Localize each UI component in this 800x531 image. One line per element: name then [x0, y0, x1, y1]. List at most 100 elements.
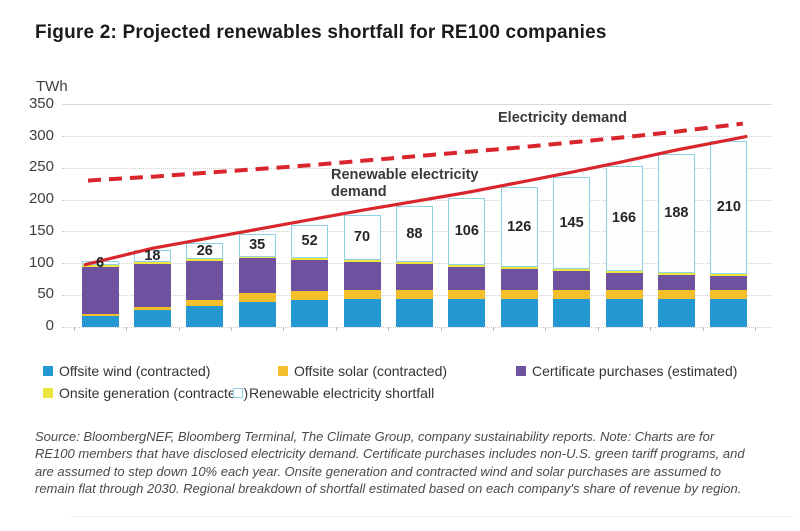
x-tick	[231, 327, 232, 331]
bar-segment-onsite-generation	[553, 269, 591, 272]
bar-segment-shortfall: 210	[710, 141, 748, 275]
bar-segment-certificates	[186, 261, 224, 300]
bar-segment-offsite-solar	[186, 299, 224, 307]
bar-segment-onsite-generation	[395, 262, 433, 265]
bar-segment-certificates	[133, 263, 171, 307]
bar-segment-offsite-wind	[133, 309, 171, 327]
bar-segment-offsite-wind	[657, 299, 695, 327]
x-tick	[755, 327, 756, 331]
bar-segment-certificates	[238, 258, 276, 294]
legend-swatch-offsite-wind-icon	[43, 366, 53, 376]
bar-segment-shortfall: 88	[395, 206, 433, 263]
grid-line	[62, 104, 772, 106]
x-tick	[440, 327, 442, 331]
bar-segment-shortfall: 26	[186, 242, 224, 260]
bar-segment-offsite-solar	[710, 290, 748, 300]
bar-segment-offsite-wind	[291, 299, 329, 327]
bar-segment-shortfall: 6	[81, 254, 119, 271]
bar-segment-offsite-solar	[657, 290, 695, 300]
legend-label-certificate-purchases: Certificate purchases (estimated)	[532, 363, 738, 379]
legend-label-onsite-generation: Onsite generation (contracted)	[59, 385, 249, 401]
bar-segment-onsite-generation	[605, 271, 643, 274]
bar-segment-offsite-wind	[500, 299, 538, 327]
bar-segment-certificates	[291, 259, 329, 291]
bar-segment-offsite-solar	[500, 290, 538, 300]
bar-value-label: 126	[507, 219, 532, 236]
bar-segment-onsite-generation	[448, 264, 486, 267]
x-tick	[73, 327, 75, 331]
x-tick	[597, 327, 599, 331]
y-tick-label: 300	[28, 126, 54, 144]
bar-segment-offsite-wind	[553, 299, 591, 327]
bar-segment-shortfall: 106	[448, 197, 486, 265]
bar-segment-offsite-wind	[395, 299, 433, 327]
bar-segment-certificates	[500, 269, 538, 291]
bar-value-label: 166	[611, 210, 637, 227]
bar-segment-certificates	[657, 274, 695, 291]
legend-item-offsite-wind: Offsite wind (contracted)	[43, 363, 210, 379]
bar-segment-offsite-solar	[553, 290, 591, 300]
bar-value-label: 145	[559, 215, 584, 232]
legend-swatch-onsite-generation-icon	[43, 388, 53, 398]
divider	[70, 516, 794, 517]
bar-segment-certificates	[710, 276, 748, 291]
y-tick-label: 250	[28, 158, 54, 176]
bar-value-label: 18	[144, 247, 161, 264]
bar-segment-onsite-generation	[500, 267, 538, 270]
x-tick	[178, 327, 180, 331]
bar-segment-offsite-solar	[238, 293, 276, 302]
bar-segment-certificates	[395, 264, 433, 291]
bar-value-label: 70	[353, 229, 371, 246]
bar-segment-offsite-wind	[186, 306, 224, 327]
bar-segment-onsite-generation	[657, 273, 695, 275]
annotation-electricity-demand: Electricity demand	[498, 110, 627, 126]
bar-segment-onsite-generation	[343, 259, 381, 262]
bar-segment-offsite-solar	[605, 290, 643, 300]
bar-segment-offsite-wind	[710, 299, 748, 327]
legend-swatch-certificate-purchases-icon	[516, 366, 526, 376]
y-tick-label: 0	[45, 317, 54, 334]
bar-segment-shortfall: 166	[605, 165, 643, 272]
bar-segment-certificates	[448, 266, 486, 291]
bar-segment-offsite-wind	[81, 315, 119, 327]
bar-segment-shortfall: 18	[133, 247, 171, 264]
bar-segment-certificates	[553, 271, 591, 291]
y-tick-label: 50	[37, 285, 54, 303]
x-tick	[702, 327, 704, 331]
bar-segment-onsite-generation	[710, 274, 748, 277]
bar-segment-onsite-generation	[238, 256, 276, 259]
bar-segment-shortfall: 35	[238, 234, 276, 257]
y-tick-label: 350	[28, 94, 54, 112]
y-axis-unit-label: TWh	[36, 78, 68, 95]
bar-value-label: 210	[716, 199, 741, 216]
legend-label-offsite-solar: Offsite solar (contracted)	[294, 363, 448, 379]
bar-segment-offsite-solar	[291, 290, 329, 300]
bar-segment-certificates	[605, 273, 643, 291]
grid-line	[62, 326, 772, 328]
x-tick	[388, 327, 390, 331]
bar-value-label: 26	[196, 242, 213, 259]
y-tick-label: 200	[28, 190, 54, 208]
x-tick	[335, 327, 337, 331]
bar-segment-certificates	[343, 261, 381, 291]
bar-segment-offsite-solar	[133, 306, 171, 310]
bar-value-label: 35	[249, 237, 266, 254]
bar-segment-offsite-solar	[448, 290, 486, 300]
legend-item-offsite-solar: Offsite solar (contracted)	[278, 363, 447, 379]
bar-segment-shortfall: 145	[553, 177, 591, 270]
bar-segment-offsite-solar	[395, 290, 433, 300]
y-tick-label: 150	[28, 221, 54, 239]
bar-segment-onsite-generation	[291, 257, 329, 260]
bar-segment-offsite-solar	[343, 290, 381, 300]
bar-value-label: 88	[406, 226, 423, 243]
bar-segment-shortfall: 126	[500, 187, 538, 268]
legend-item-certificate-purchases: Certificate purchases (estimated)	[516, 363, 737, 379]
bar-value-label: 52	[301, 233, 318, 250]
legend-swatch-offsite-solar-icon	[278, 366, 288, 376]
legend-label-offsite-wind: Offsite wind (contracted)	[59, 363, 211, 379]
x-tick	[545, 327, 547, 331]
annotation-renewable-electricity-demand: Renewable electricity demand	[331, 167, 479, 201]
bar-segment-offsite-wind	[238, 301, 276, 327]
bar-value-label: 6	[95, 254, 105, 271]
